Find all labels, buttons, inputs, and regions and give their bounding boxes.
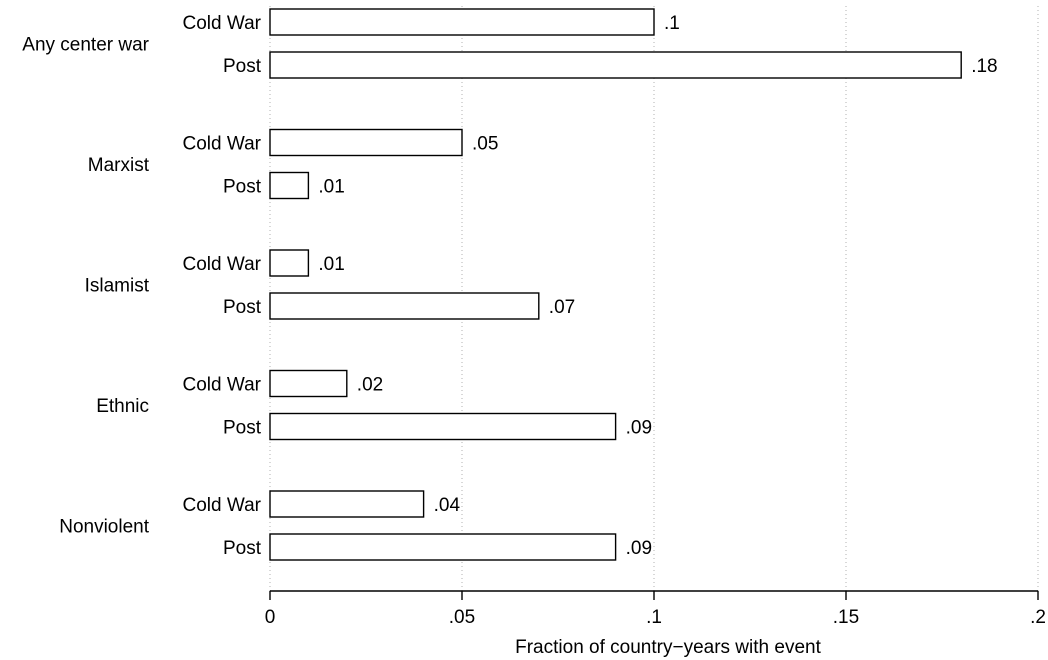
x-tick-label: .2: [1030, 607, 1046, 628]
bar: [269, 51, 962, 79]
x-tick-label: .1: [646, 607, 662, 628]
bar-category-label: Post: [223, 418, 262, 439]
bar-value-label: .02: [357, 375, 383, 396]
bar-category-label: Cold War: [183, 134, 262, 155]
group-label: Any center war: [22, 35, 149, 56]
bar-category-label: Cold War: [183, 375, 262, 396]
bar-value-label: .05: [472, 134, 498, 155]
bar: [269, 8, 655, 36]
group-label: Nonviolent: [59, 517, 149, 538]
bar-value-label: .09: [626, 418, 652, 439]
bar-category-label: Post: [223, 177, 262, 198]
bar: [269, 249, 310, 277]
x-tick-label: .05: [449, 607, 475, 628]
x-tick-label: .15: [833, 607, 859, 628]
x-axis: 0 .05 .1 .15 .2: [265, 590, 1046, 628]
bar-value-label: .01: [318, 177, 344, 198]
bar-category-label: Post: [223, 538, 262, 559]
bar: [269, 412, 617, 441]
bar-value-label: .09: [626, 538, 652, 559]
bar: [269, 171, 310, 200]
bar: [269, 533, 617, 561]
bar-category-label: Cold War: [183, 495, 262, 516]
bar: [269, 490, 425, 518]
bar-category-label: Post: [223, 56, 262, 77]
bar: [269, 128, 463, 157]
bar: [269, 369, 348, 398]
bar-value-label: .07: [549, 297, 575, 318]
group-label: Ethnic: [96, 396, 149, 417]
bar-value-label: .1: [664, 13, 680, 34]
bar-value-label: .01: [318, 254, 344, 275]
bars: Any center war Cold War .1 Post .18 Marxist Co…: [22, 8, 998, 561]
bar-category-label: Cold War: [183, 254, 262, 275]
x-axis-title: Fraction of country−years with event: [515, 637, 821, 658]
bar-value-label: .04: [434, 495, 461, 516]
group-label: Marxist: [88, 155, 150, 176]
x-tick-label: 0: [265, 607, 276, 628]
group-label: Islamist: [85, 276, 150, 297]
bar: [269, 292, 540, 320]
bar-value-label: .18: [971, 56, 997, 77]
bar-category-label: Cold War: [183, 13, 262, 34]
bar-category-label: Post: [223, 297, 262, 318]
